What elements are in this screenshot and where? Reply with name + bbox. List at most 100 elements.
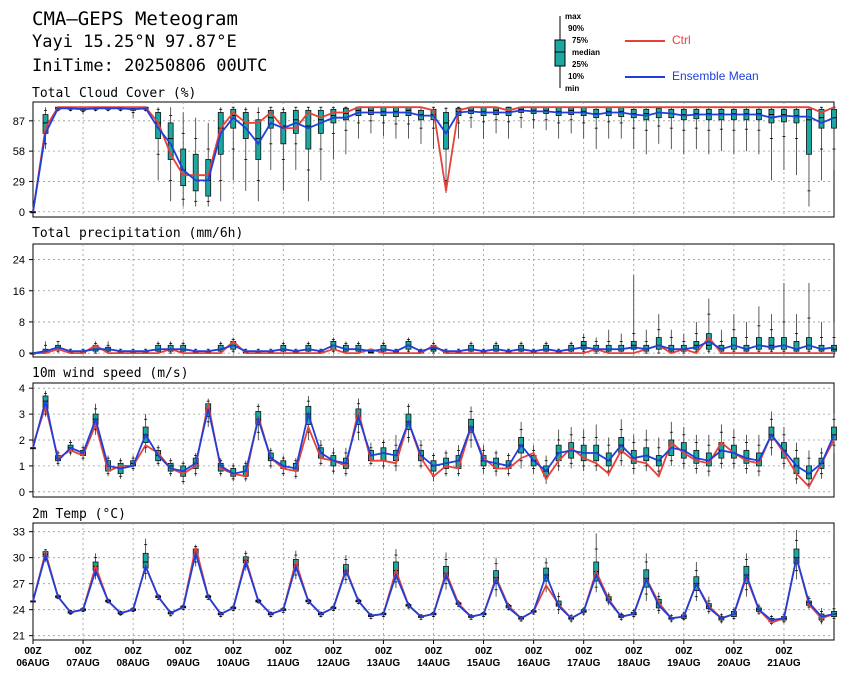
box-body <box>380 344 387 352</box>
y-tick-label: 21 <box>13 631 25 643</box>
panel-title-wind: 10m wind speed (m/s) <box>32 366 189 381</box>
box-body <box>768 337 775 350</box>
mean-line <box>32 549 835 622</box>
box-body <box>330 108 337 124</box>
x-tick-label-time: 00Z <box>425 646 442 657</box>
y-tick-label: 4 <box>19 383 25 395</box>
x-tick-label-time: 00Z <box>24 646 41 657</box>
box-body <box>806 108 812 155</box>
x-tick-label-date: 07AUG <box>66 658 100 669</box>
y-tick-label: 8 <box>19 317 25 329</box>
box-body <box>192 153 199 192</box>
box-body <box>493 344 499 352</box>
x-tick-label-time: 00Z <box>275 646 292 657</box>
box-body <box>730 337 737 350</box>
legend-median: median <box>572 48 601 57</box>
x-tick-label-date: 19AUG <box>667 658 701 669</box>
x-tick-label-date: 13AUG <box>367 658 401 669</box>
box-body <box>305 109 312 150</box>
box-body <box>342 107 349 121</box>
x-tick-label-date: 15AUG <box>467 658 501 669</box>
box-body <box>267 109 274 129</box>
legend-p90: 90% <box>568 24 585 33</box>
x-tick-label-time: 00Z <box>575 646 592 657</box>
mean-line <box>32 400 835 475</box>
box-body <box>768 108 775 124</box>
x-tick-label-time: 00Z <box>375 646 392 657</box>
x-tick-label-date: 06AUG <box>16 658 50 669</box>
legend-p75: 75% <box>572 36 589 45</box>
ctrl-line <box>32 106 835 212</box>
y-tick-label: 58 <box>13 146 25 158</box>
box-body <box>605 344 612 352</box>
y-tick-label: 0 <box>19 348 25 360</box>
box-body <box>292 109 299 134</box>
box-body <box>806 337 812 350</box>
x-tick-label-time: 00Z <box>675 646 692 657</box>
box-body <box>468 344 474 352</box>
box-body <box>155 344 162 352</box>
box-body <box>180 148 187 187</box>
x-tick-label-time: 00Z <box>125 646 142 657</box>
y-tick-label: 87 <box>13 116 25 128</box>
box-body <box>355 344 362 352</box>
box-body <box>405 106 412 116</box>
x-tick-label-date: 18AUG <box>617 658 651 669</box>
legend-p10: 10% <box>568 72 585 81</box>
box-body <box>368 106 374 115</box>
box-body <box>305 344 312 352</box>
mean-line <box>32 107 835 212</box>
y-tick-label: 30 <box>13 553 25 565</box>
x-tick-label-date: 21AUG <box>767 658 801 669</box>
panel-title-precip: Total precipitation (mm/6h) <box>32 226 244 241</box>
y-tick-label: 29 <box>13 176 25 188</box>
x-tick-label-time: 00Z <box>525 646 542 657</box>
x-tick-label-time: 00Z <box>175 646 192 657</box>
x-tick-label-time: 00Z <box>775 646 792 657</box>
legend-ctrl-label: Ctrl <box>672 33 691 47</box>
chart-title: CMA—GEPS Meteogram <box>32 8 238 30</box>
x-tick-label-time: 00Z <box>725 646 742 657</box>
box-body <box>756 337 762 350</box>
y-tick-label: 3 <box>19 409 25 421</box>
y-tick-label: 2 <box>19 435 25 447</box>
x-tick-label-time: 00Z <box>475 646 492 657</box>
y-tick-label: 27 <box>13 579 25 591</box>
init-time: IniTime: 20250806 00UTC <box>32 56 268 76</box>
box-body <box>518 344 525 352</box>
x-tick-label-date: 12AUG <box>317 658 351 669</box>
box-body <box>180 344 187 352</box>
legend-mean-label: Ensemble Mean <box>672 69 759 83</box>
panel-title-cloud: Total Cloud Cover (%) <box>32 86 197 101</box>
x-tick-label-time: 00Z <box>225 646 242 657</box>
legend-max: max <box>565 12 582 21</box>
y-tick-label: 24 <box>13 605 25 617</box>
box-body <box>167 344 174 352</box>
x-tick-label-date: 09AUG <box>167 658 201 669</box>
y-tick-label: 16 <box>13 286 25 298</box>
y-tick-label: 0 <box>19 487 25 499</box>
box-body <box>781 337 787 350</box>
y-tick-label: 0 <box>19 207 25 219</box>
y-tick-label: 24 <box>13 255 25 267</box>
x-tick-label-date: 20AUG <box>717 658 751 669</box>
x-tick-label-date: 08AUG <box>116 658 150 669</box>
x-tick-label-date: 11AUG <box>267 658 300 669</box>
x-tick-label-time: 00Z <box>74 646 91 657</box>
legend-box <box>554 39 566 67</box>
y-tick-label: 33 <box>13 527 25 539</box>
box-body <box>818 108 825 129</box>
box-body <box>643 447 650 462</box>
box-body <box>793 548 800 565</box>
box-body <box>655 337 662 350</box>
x-tick-label-date: 16AUG <box>517 658 551 669</box>
y-tick-label: 1 <box>19 461 25 473</box>
panel-frame <box>32 522 835 641</box>
box-body <box>543 344 550 352</box>
x-tick-label-date: 10AUG <box>217 658 251 669</box>
x-tick-label-date: 17AUG <box>567 658 601 669</box>
ctrl-line <box>33 336 834 355</box>
legend-p25: 25% <box>572 60 589 69</box>
x-tick-label-time: 00Z <box>625 646 642 657</box>
